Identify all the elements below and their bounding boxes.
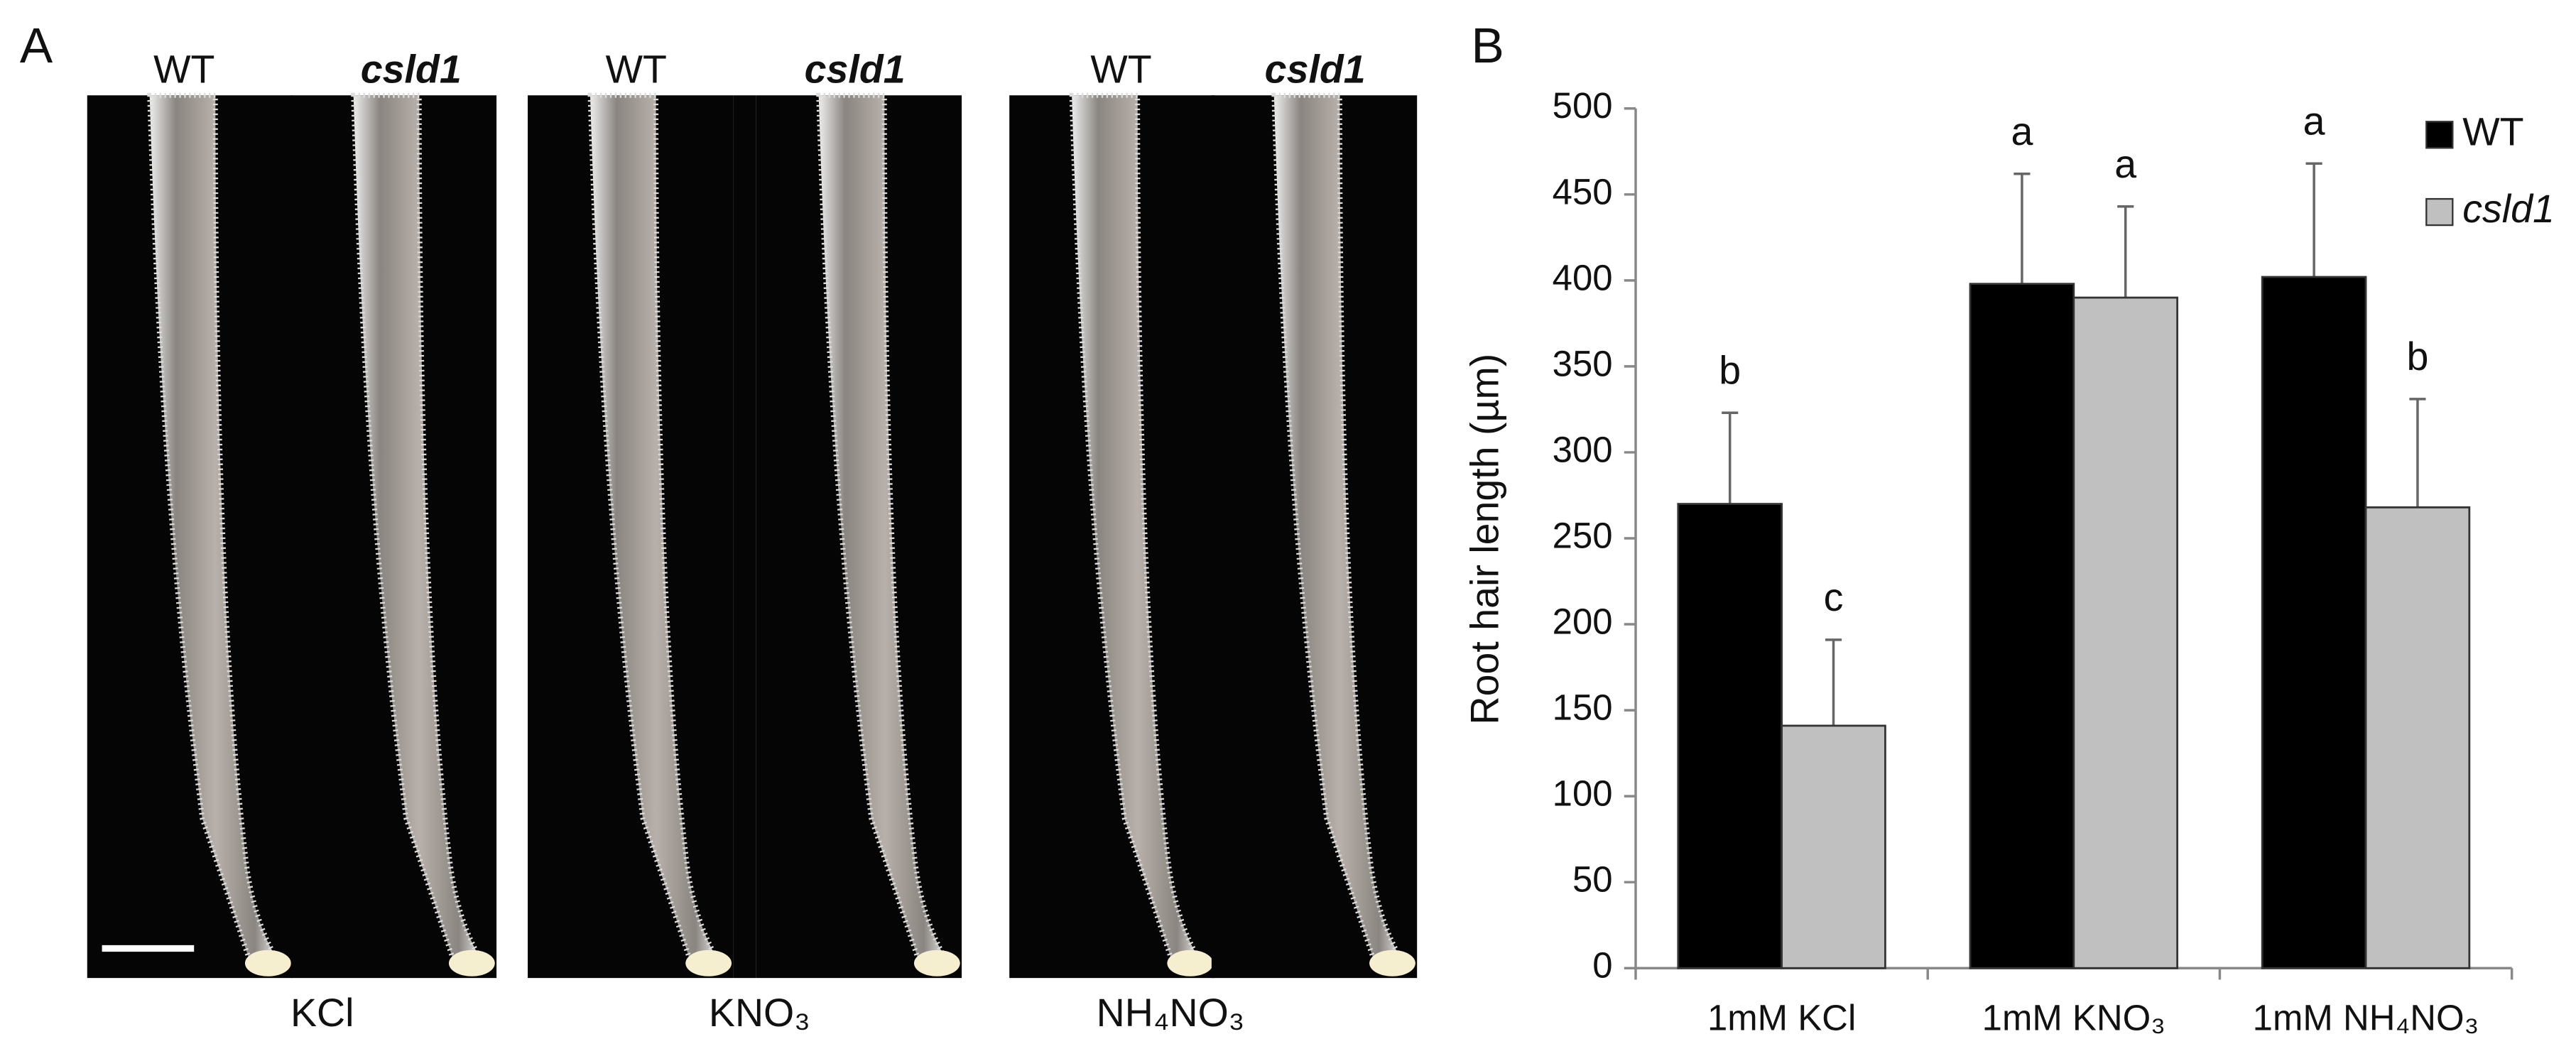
y-tick-label: 500: [1553, 85, 1613, 126]
treatment-label: KCl: [290, 991, 354, 1035]
significance-letter: b: [2406, 334, 2428, 379]
genotype-label: csld1: [1265, 48, 1366, 92]
significance-letter: a: [2011, 109, 2033, 153]
genotype-label: WT: [606, 48, 667, 92]
y-axis-label: Root hair length (µm): [1462, 354, 1506, 725]
photo-nh4no3: [1009, 95, 1417, 978]
treatment-label: NH₄NO₃: [1097, 991, 1245, 1035]
genotype-label: WT: [153, 48, 214, 92]
significance-letter: b: [1719, 348, 1741, 392]
panel-label: A: [20, 18, 53, 73]
y-tick-label: 250: [1553, 515, 1613, 555]
y-tick-label: 300: [1553, 429, 1613, 469]
genotype-label: csld1: [361, 48, 462, 92]
treatment-label: KNO₃: [709, 991, 810, 1035]
y-tick-label: 400: [1553, 257, 1613, 298]
genotype-label: csld1: [805, 48, 906, 92]
y-tick-label: 200: [1553, 601, 1613, 641]
photo-kno3: [528, 95, 962, 978]
bar: [2072, 296, 2179, 969]
legend-label: csld1: [2462, 187, 2555, 231]
legend-swatch: [2425, 197, 2454, 227]
significance-letter: a: [2114, 142, 2136, 186]
y-tick-label: 0: [1592, 945, 1612, 986]
bar: [1781, 724, 1886, 969]
x-tick-label: 1mM NH₄NO₃: [2253, 998, 2479, 1038]
panel-label: B: [1472, 18, 1504, 73]
bar: [2364, 506, 2471, 969]
photo-kcl: [87, 95, 496, 978]
legend-swatch: [2425, 121, 2454, 149]
bar: [2261, 276, 2367, 969]
y-tick-label: 450: [1553, 171, 1613, 212]
y-tick-label: 100: [1553, 773, 1613, 814]
y-tick-label: 50: [1572, 859, 1613, 900]
genotype-label: WT: [1090, 48, 1151, 92]
bar: [1969, 283, 2075, 969]
bar: [1677, 503, 1783, 969]
legend-label: WT: [2462, 109, 2523, 153]
x-tick-label: 1mM KCl: [1707, 998, 1856, 1038]
y-tick-label: 350: [1553, 343, 1613, 383]
significance-letter: c: [1824, 575, 1844, 619]
x-tick-label: 1mM KNO₃: [1982, 998, 2165, 1038]
significance-letter: a: [2303, 99, 2325, 143]
y-tick-label: 150: [1553, 687, 1613, 728]
